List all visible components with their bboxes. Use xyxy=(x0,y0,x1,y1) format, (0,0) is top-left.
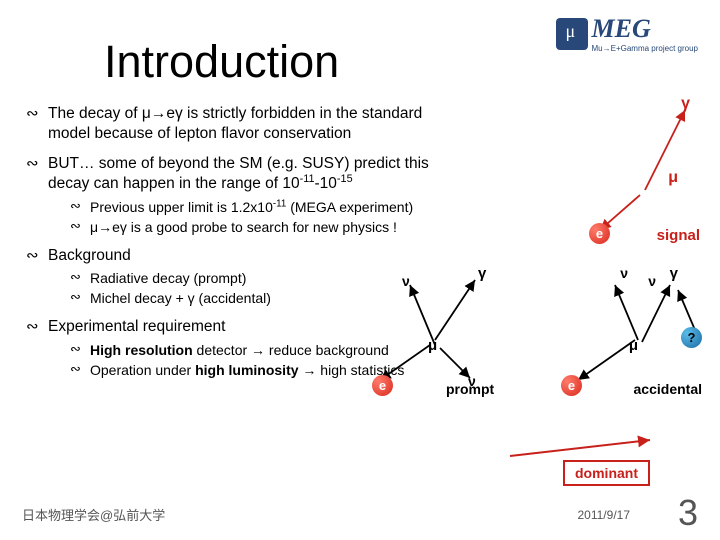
signal-e-particle: e xyxy=(589,223,610,244)
signal-diagram-lines xyxy=(590,95,710,235)
acc-mu-label: μ xyxy=(629,337,638,354)
footer-left: 日本物理学会@弘前大学 xyxy=(22,505,165,524)
bullet-4-text: Experimental requirement xyxy=(48,318,225,335)
bullet-2-text: BUT… some of beyond the SM (e.g. SUSY) p… xyxy=(48,155,429,192)
slide-title: Introduction xyxy=(104,36,339,88)
bullet-1-text: The decay of μ→eγ is strictly forbidden … xyxy=(48,105,422,142)
bullet-1: The decay of μ→eγ is strictly forbidden … xyxy=(26,104,456,144)
acc-e-particle: e xyxy=(561,375,582,396)
slide-number: 3 xyxy=(678,492,698,534)
signal-gamma-label: γ xyxy=(681,95,690,113)
diagrams: γ μ e signal γ ν μ ν e prompt xyxy=(450,95,710,415)
acc-q-particle: ? xyxy=(681,327,702,348)
acc-nu2-label: ν xyxy=(648,273,656,289)
logo: MEG Mu→E+Gamma project group xyxy=(556,14,699,53)
slide: MEG Mu→E+Gamma project group Introductio… xyxy=(0,0,720,540)
bullet-2-sub-1: Previous upper limit is 1.2x10-11 (MEGA … xyxy=(70,198,456,216)
logo-subtitle: Mu→E+Gamma project group xyxy=(592,44,699,53)
prompt-label: prompt xyxy=(446,381,494,397)
bullet-3-text: Background xyxy=(48,247,131,264)
footer-date: 2011/9/17 xyxy=(578,508,631,522)
dominant-arrow xyxy=(500,434,660,464)
prompt-e-particle: e xyxy=(372,375,393,396)
prompt-nu1-label: ν xyxy=(402,273,410,289)
signal-mu-label: μ xyxy=(668,169,678,187)
accidental-label: accidental xyxy=(634,381,702,397)
logo-icon xyxy=(556,18,588,50)
bullet-2-sub-2: μ→eγ is a good probe to search for new p… xyxy=(70,218,456,236)
signal-label: signal xyxy=(657,227,700,244)
prompt-diagram-lines xyxy=(365,270,505,390)
prompt-mu-label: μ xyxy=(428,337,437,354)
logo-text: MEG xyxy=(592,14,699,44)
acc-gamma-label: γ xyxy=(670,265,678,282)
prompt-gamma-label: γ xyxy=(478,265,486,282)
bullet-2: BUT… some of beyond the SM (e.g. SUSY) p… xyxy=(26,154,456,236)
acc-nu1-label: ν xyxy=(620,265,628,281)
